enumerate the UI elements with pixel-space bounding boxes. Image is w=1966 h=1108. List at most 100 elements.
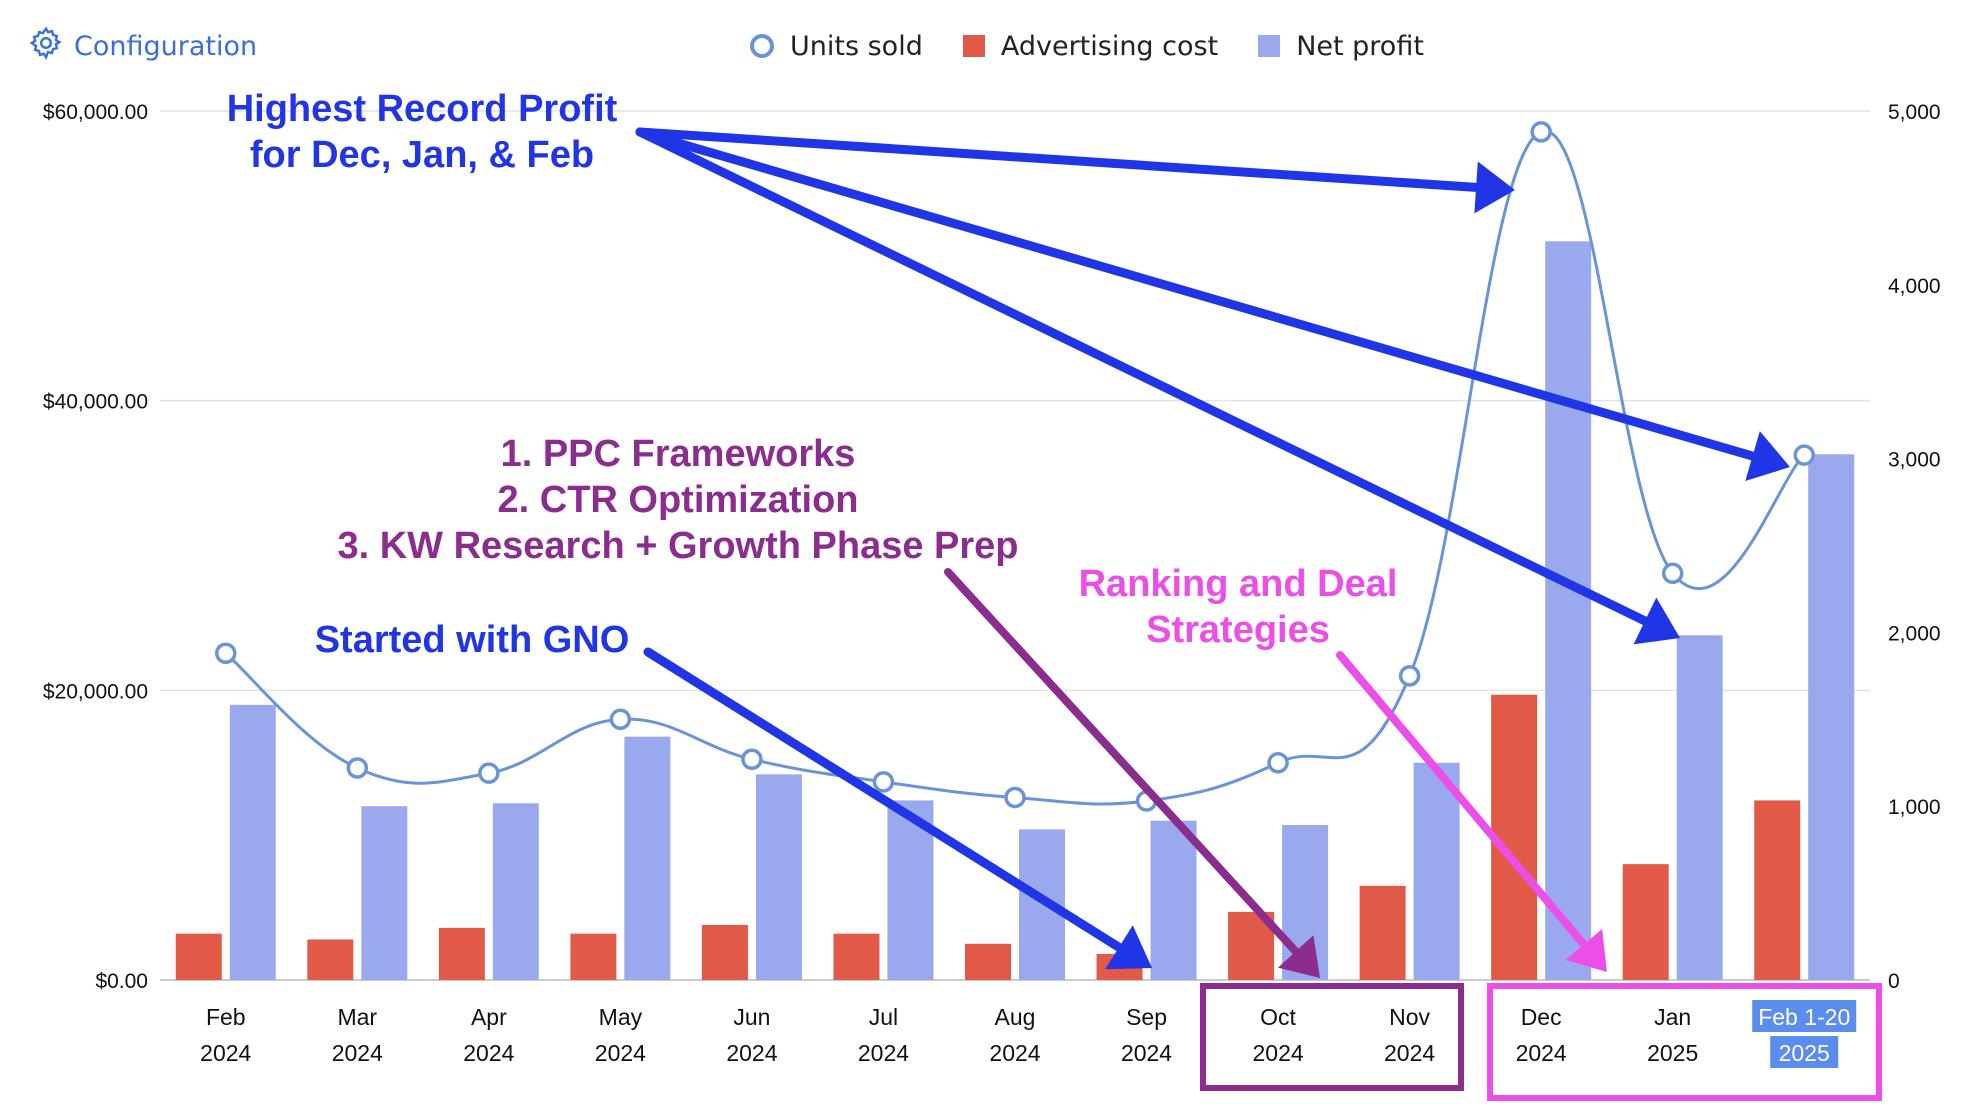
legend-item-advertising-cost[interactable]: Advertising cost <box>962 30 1219 62</box>
net-profit-bar <box>1808 454 1855 980</box>
x-tick-month: Nov <box>1389 1004 1430 1030</box>
x-tick-month: Jan <box>1654 1004 1691 1030</box>
net-profit-bar <box>1545 241 1592 981</box>
net-profit-bar <box>1676 635 1723 980</box>
units-sold-point <box>872 771 895 793</box>
x-tick-month: Jun <box>733 1004 770 1030</box>
x-tick-year: 2024 <box>332 1040 383 1066</box>
advertising-cost-bar <box>1359 885 1406 980</box>
y-right-tick-label: 4,000 <box>1888 275 1941 298</box>
x-tick-year: 2024 <box>463 1040 514 1066</box>
x-tick-year: 2024 <box>1384 1040 1435 1066</box>
net-profit-bar <box>492 803 539 980</box>
units-sold-point <box>1793 444 1815 466</box>
advertising-cost-bar <box>570 933 617 980</box>
x-tick-year: 2025 <box>1647 1040 1698 1066</box>
x-tick-month: Feb <box>206 1004 246 1030</box>
arrow-frameworks-head <box>1277 935 1320 978</box>
advertising-cost-bar <box>438 927 485 980</box>
advertising-cost-swatch <box>962 35 985 57</box>
x-tick-year: 2024 <box>1121 1040 1172 1066</box>
units-sold-point <box>1398 665 1421 687</box>
x-tick-month: Apr <box>471 1004 507 1030</box>
legend-item-net-profit[interactable]: Net profit <box>1258 31 1424 62</box>
gear-icon <box>28 25 64 68</box>
arrow-to-feb-point-head <box>1745 431 1790 482</box>
annotation-highest-profit-line2: for Dec, Jan, & Feb <box>250 134 594 176</box>
x-tick-year: 2024 <box>595 1040 646 1066</box>
net-profit-bar <box>1150 820 1197 980</box>
x-tick-month: Aug <box>995 1004 1036 1030</box>
net-profit-bar <box>624 736 671 980</box>
units-sold-point <box>215 642 237 665</box>
arrow-to-dec-peak-head <box>1474 161 1515 214</box>
arrow-gno-head <box>1105 925 1152 970</box>
net-profit-bar <box>229 704 276 980</box>
x-tick-year: 2024 <box>858 1040 909 1066</box>
units-sold-swatch <box>750 34 774 58</box>
axes: $0.00 $20,000.00 $40,000.00 $60,000.00 0 1,00… <box>43 101 1941 1068</box>
y-left-tick-label: $20,000.00 <box>43 680 148 703</box>
legend-label-advertising-cost: Advertising cost <box>1000 30 1219 62</box>
net-profit-bar <box>361 806 408 980</box>
annotation-framework-item: 2. CTR Optimization <box>498 479 859 521</box>
x-tick-year: 2024 <box>1252 1040 1303 1066</box>
legend-label-units-sold: Units sold <box>790 30 923 62</box>
arrow-ranking-head <box>1565 929 1607 972</box>
x-tick-month: Feb 1-20 <box>1758 1004 1850 1030</box>
annotation-ranking-line1: Ranking and Deal <box>1079 563 1398 605</box>
annotation-ranking-line2: Strategies <box>1146 609 1330 651</box>
annotation-framework-item: 3. KW Research + Growth Phase Prep <box>337 525 1018 567</box>
arrow-to-jan-bar-head <box>1633 597 1680 645</box>
advertising-cost-bar <box>175 933 222 980</box>
oct-nov-highlight-box <box>1200 983 1464 1091</box>
x-tick-year: 2024 <box>1516 1040 1567 1066</box>
y-right-tick-label: 3,000 <box>1888 449 1941 472</box>
arrow-ranking <box>1336 651 1588 949</box>
units-sold-point <box>1661 562 1684 585</box>
advertising-cost-bar <box>833 933 880 980</box>
x-tick-year: 2025 <box>1779 1040 1830 1066</box>
units-sold-point <box>346 757 369 779</box>
annotation-gno: Started with GNO <box>315 619 630 661</box>
configuration-label: Configuration <box>74 30 258 62</box>
dec-feb-highlight-box <box>1487 983 1882 1101</box>
annotation-framework-item: 1. PPC Frameworks <box>501 433 856 475</box>
legend-item-units-sold[interactable]: Units sold <box>750 31 923 62</box>
net-profit-swatch <box>1258 35 1281 57</box>
advertising-cost-bar <box>701 924 748 980</box>
y-left-tick-label: $0.00 <box>95 970 148 993</box>
advertising-cost-bar <box>1754 800 1801 980</box>
units-sold-point <box>1267 752 1289 774</box>
y-left-tick-label: $60,000.00 <box>43 101 148 124</box>
y-left-tick-label: $40,000.00 <box>43 391 148 414</box>
units-sold-point <box>741 748 763 771</box>
highlight-year-bg <box>1770 1036 1839 1068</box>
x-tick-month: May <box>599 1004 643 1030</box>
configuration-button[interactable]: Configuration <box>28 24 257 68</box>
advertising-cost-bar <box>1491 694 1538 980</box>
units-sold-point <box>1530 121 1552 143</box>
x-tick-year: 2024 <box>200 1040 251 1066</box>
net-profit-bar <box>1413 762 1460 980</box>
arrow-frameworks <box>944 568 1300 956</box>
x-tick-month: Dec <box>1521 1004 1562 1030</box>
units-sold-point <box>609 708 632 731</box>
highlight-month-bg <box>1752 1000 1857 1032</box>
legend-label-net-profit: Net profit <box>1296 30 1424 62</box>
units-sold-point <box>478 762 500 784</box>
arrow-to-jan-bar <box>635 127 1650 626</box>
arrow-gno <box>643 647 1124 952</box>
bars <box>175 241 1855 981</box>
x-tick-year: 2024 <box>989 1040 1040 1066</box>
x-tick-month: Jul <box>869 1004 898 1030</box>
x-tick-month: Mar <box>337 1004 377 1030</box>
advertising-cost-bar <box>307 939 354 980</box>
y-right-tick-label: 1,000 <box>1888 796 1941 819</box>
y-right-tick-label: 2,000 <box>1888 622 1941 645</box>
advertising-cost-bar <box>1622 864 1669 980</box>
y-right-tick-label: 5,000 <box>1888 101 1941 124</box>
y-right-tick-label: 0 <box>1888 970 1900 993</box>
